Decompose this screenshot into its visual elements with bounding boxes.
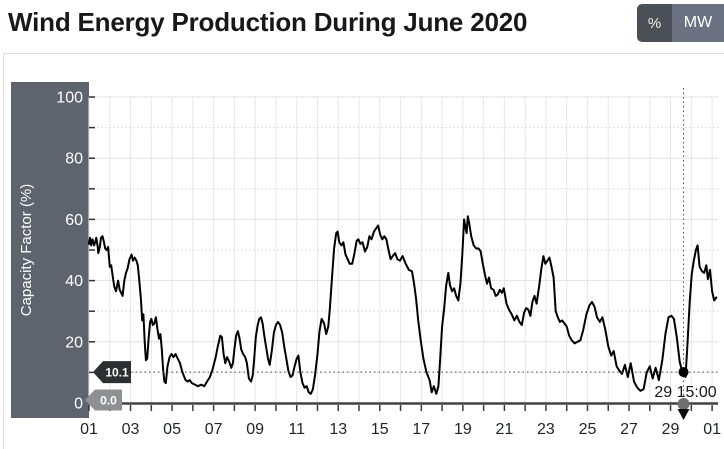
cursor-value-tag [93, 361, 131, 384]
cursor-baseline-tag [85, 389, 122, 411]
y-tick-label: 20 [65, 334, 83, 351]
x-tick-label: 27 [620, 421, 638, 438]
x-tick-label: 21 [496, 421, 514, 438]
y-axis-title: Capacity Factor (%) [18, 184, 35, 317]
y-tick-label: 0 [74, 396, 83, 413]
cursor-time-label: 29 15:00 [654, 384, 716, 401]
x-tick-label: 03 [122, 421, 140, 438]
x-tick-label: 19 [454, 421, 472, 438]
x-tick-label: 23 [537, 421, 555, 438]
x-tick-label: 17 [412, 421, 430, 438]
cursor-axis-grip [677, 398, 690, 410]
x-tick-label: 05 [163, 421, 181, 438]
cursor-baseline-tag-text: 0.0 [100, 394, 117, 408]
unit-percent-button[interactable]: % [637, 4, 672, 42]
capacity-factor-line [88, 215, 718, 395]
x-tick-label: 29 [662, 421, 680, 438]
x-tick-label: 13 [329, 421, 347, 438]
x-tick-label: 01 [703, 421, 721, 438]
chart-panel [3, 53, 724, 449]
y-tick-label: 60 [65, 212, 83, 229]
x-tick-label: 09 [246, 421, 264, 438]
unit-mw-button[interactable]: MW [672, 4, 724, 42]
y-tick-label: 100 [56, 90, 83, 107]
page-title: Wind Energy Production During June 2020 [8, 7, 528, 37]
y-axis-band [11, 82, 89, 418]
y-tick-label: 80 [65, 151, 83, 168]
cursor-axis-pin [677, 409, 690, 420]
x-tick-label: 07 [205, 421, 223, 438]
cursor-value-tag-text: 10.1 [105, 366, 129, 380]
x-tick-label: 11 [288, 421, 305, 438]
x-tick-label: 01 [80, 421, 98, 438]
x-tick-label: 15 [371, 421, 389, 438]
y-tick-label: 40 [65, 273, 83, 290]
x-tick-label: 25 [579, 421, 597, 438]
unit-toggle: % MW [637, 4, 724, 42]
cursor-data-point [678, 367, 689, 378]
